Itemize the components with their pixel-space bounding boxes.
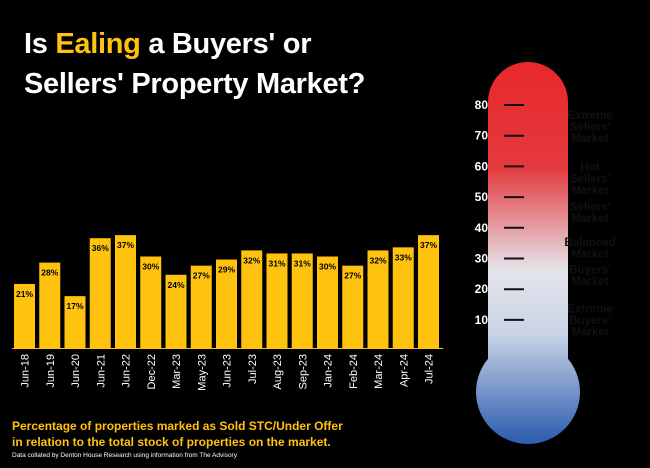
- bar-value-label: 27%: [344, 271, 361, 281]
- bar-jun-21: [89, 238, 111, 348]
- bar-value-label: 37%: [420, 240, 437, 250]
- zone-label: Sellers': [570, 121, 611, 133]
- x-tick-label: May-23: [196, 354, 208, 391]
- title-suffix: a Buyers' or: [140, 28, 312, 60]
- bar-jun-22: [115, 235, 136, 348]
- bar-aug-23: [266, 253, 288, 348]
- zone-label: Market: [571, 133, 608, 145]
- bar-dec-22: [140, 256, 162, 348]
- title-line2: Sellers' Property Market?: [24, 68, 366, 100]
- bar-jun-18: [14, 283, 35, 348]
- x-tick-label: Sep-23: [297, 354, 309, 389]
- bar-may-23: [190, 265, 212, 348]
- x-tick-label: Dec-22: [146, 354, 158, 389]
- zone-label: Market: [571, 326, 608, 338]
- bar-jun-19: [39, 262, 61, 348]
- zone-label: Market: [571, 276, 608, 288]
- zone-label: Extreme: [567, 303, 612, 315]
- bar-value-label: 33%: [395, 252, 412, 262]
- bar-jul-23: [241, 250, 263, 348]
- bar-apr-24: [392, 247, 414, 348]
- x-tick-label: Feb-24: [348, 354, 360, 389]
- bar-jun-23: [216, 259, 237, 348]
- bar-sep-23: [291, 253, 313, 348]
- zone-label: Extreme: [567, 110, 612, 122]
- bar-value-label: 17%: [66, 301, 83, 311]
- zone-label: Hot: [580, 162, 599, 174]
- thermometer-tick-label: 30: [475, 252, 489, 266]
- zone-label: Market: [571, 185, 608, 197]
- title-prefix: Is: [24, 28, 56, 60]
- x-tick-label: Jan-24: [323, 354, 335, 388]
- zone-label: Balanced: [564, 237, 615, 249]
- bar-mar-23: [165, 274, 187, 348]
- thermometer-bulb: [476, 340, 580, 444]
- bar-value-label: 21%: [16, 289, 33, 299]
- x-tick-label: Jul-24: [424, 354, 436, 384]
- bar-jun-20: [64, 296, 86, 348]
- x-tick-label: Mar-23: [171, 354, 183, 389]
- zone-label: Sellers': [570, 202, 611, 214]
- thermometer-tick-label: 80: [475, 98, 489, 112]
- bar-jan-24: [317, 256, 338, 348]
- x-tick-label: Jun-18: [20, 354, 32, 388]
- title-highlight: Ealing: [55, 28, 141, 60]
- bar-value-label: 29%: [218, 265, 235, 275]
- thermometer-tick-label: 70: [475, 129, 489, 143]
- x-tick-label: Jul-23: [247, 354, 259, 384]
- thermometer-tick-label: 20: [475, 282, 489, 296]
- zone-label: Market: [571, 213, 608, 225]
- data-credit: Data collated by Denton House Research u…: [12, 452, 237, 459]
- zone-label: Market: [571, 249, 608, 261]
- x-tick-label: Mar-24: [373, 354, 385, 389]
- bar-feb-24: [342, 265, 364, 348]
- thermometer-tick-label: 10: [475, 313, 489, 327]
- caption-line1: Percentage of properties marked as Sold …: [12, 419, 343, 433]
- thermometer-tick-label: 60: [475, 159, 489, 173]
- bar-value-label: 32%: [369, 255, 386, 265]
- caption-line2: in relation to the total stock of proper…: [12, 435, 331, 449]
- bar-value-label: 28%: [41, 268, 58, 278]
- x-tick-label: Jun-23: [222, 354, 234, 388]
- bar-jul-24: [418, 235, 439, 348]
- bar-value-label: 24%: [167, 280, 184, 290]
- bar-value-label: 31%: [294, 258, 311, 268]
- bar-value-label: 37%: [117, 240, 134, 250]
- x-tick-label: Apr-24: [398, 354, 410, 387]
- x-tick-label: Jun-21: [95, 354, 107, 388]
- bar-value-label: 32%: [243, 255, 260, 265]
- x-tick-label: Jun-19: [45, 354, 57, 388]
- zone-label: Buyers': [569, 315, 611, 327]
- bar-value-label: 36%: [92, 243, 109, 253]
- chart-caption: Percentage of properties marked as Sold …: [12, 418, 343, 450]
- chart-title: Is Ealing a Buyers' or Sellers' Property…: [24, 24, 444, 104]
- bar-value-label: 27%: [193, 271, 210, 281]
- bar-mar-24: [367, 250, 389, 348]
- bar-value-label: 30%: [142, 262, 159, 272]
- zone-label: Sellers': [570, 174, 611, 186]
- bar-value-label: 30%: [319, 262, 336, 272]
- x-tick-label: Jun-22: [121, 354, 133, 388]
- zone-label: Buyers': [569, 265, 611, 277]
- thermometer-tube: [488, 62, 568, 362]
- thermometer-tick-label: 50: [475, 190, 489, 204]
- thermometer-tick-label: 40: [475, 221, 489, 235]
- x-tick-label: Jun-20: [70, 354, 82, 388]
- bar-value-label: 31%: [268, 258, 285, 268]
- x-tick-label: Aug-23: [272, 354, 284, 389]
